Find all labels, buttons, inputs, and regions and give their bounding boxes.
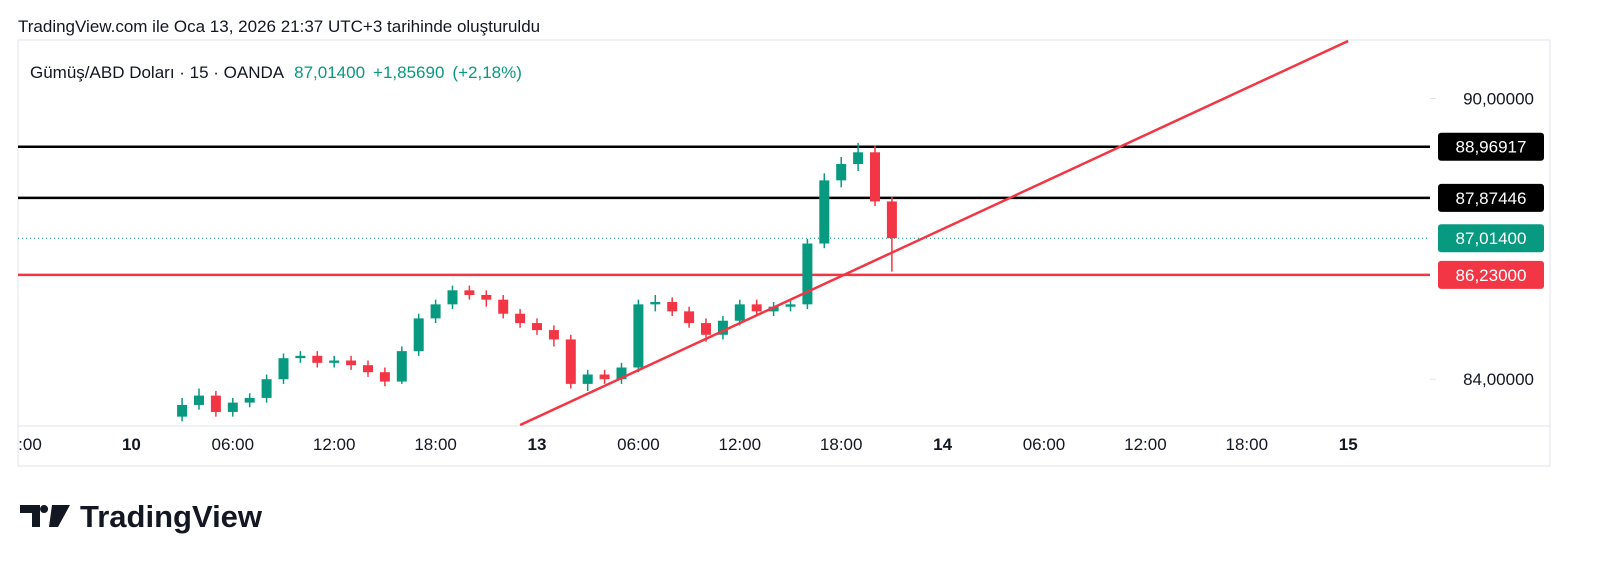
plot-area <box>18 40 1430 426</box>
candle-body <box>734 304 745 321</box>
candle-body <box>413 318 424 352</box>
x-tick-label: 18:00 <box>820 435 863 454</box>
price-tag-label: 86,23000 <box>1456 266 1527 285</box>
candle-body <box>227 402 238 412</box>
x-tick-label: 13 <box>528 435 547 454</box>
candle-body <box>548 330 559 340</box>
candle-body <box>363 365 373 373</box>
candle-body <box>633 304 644 368</box>
candle-body <box>886 201 897 239</box>
candle-body <box>515 313 526 324</box>
price-tag-label: 87,87446 <box>1456 189 1527 208</box>
candle-body <box>481 294 492 300</box>
price-tag-label: 88,96917 <box>1456 138 1527 157</box>
price-tag <box>1438 183 1544 212</box>
chart-frame <box>17 39 1551 467</box>
candle-body <box>210 395 221 412</box>
legend-change-pct: (+2,18%) <box>452 63 521 82</box>
legend-symbol: Gümüş/ABD Doları · 15 · OANDA <box>30 63 285 82</box>
candle-body <box>261 379 272 398</box>
candle-body <box>616 367 627 380</box>
candle-body <box>379 372 390 382</box>
candle-body <box>751 304 762 312</box>
candle-body <box>836 163 847 181</box>
price-tag <box>1438 132 1544 161</box>
candle-body <box>278 358 289 380</box>
candle-body <box>599 374 610 380</box>
y-tick-label: 84,00000 <box>1463 370 1534 389</box>
x-tick-label: 18:00 <box>414 435 457 454</box>
x-tick-label: 12:00 <box>1124 435 1167 454</box>
candle-body <box>650 302 661 305</box>
candle-body <box>717 320 728 335</box>
x-tick-label: 14 <box>933 435 952 454</box>
x-tick-label: :00 <box>18 435 42 454</box>
candle-body <box>447 290 458 305</box>
candle-body <box>870 152 880 202</box>
x-tick-label: 12:00 <box>313 435 356 454</box>
x-tick-label: 06:00 <box>617 435 660 454</box>
candle-body <box>701 323 711 335</box>
x-tick-label: 12:00 <box>719 435 762 454</box>
candle-body <box>498 299 509 314</box>
candle-body <box>194 395 204 405</box>
y-tick-label: 90,00000 <box>1463 89 1534 108</box>
candle-body <box>853 152 864 164</box>
candle-body <box>819 180 830 244</box>
candle-body <box>244 397 255 403</box>
trendline <box>519 40 1349 426</box>
price-tag <box>1438 224 1544 253</box>
price-tag-label: 87,01400 <box>1456 229 1527 248</box>
candle-body <box>464 290 475 295</box>
legend-price: 87,01400 <box>294 63 365 82</box>
candle-body <box>684 311 695 324</box>
x-tick-label: 06:00 <box>1023 435 1066 454</box>
logo-mark <box>20 505 70 527</box>
candle-body <box>396 351 407 382</box>
candle-body <box>295 355 306 359</box>
candle-body <box>346 360 357 366</box>
candle-body <box>768 306 779 312</box>
candle-body <box>430 304 441 319</box>
candle-body <box>667 302 678 312</box>
logo-text: TradingView <box>80 499 263 534</box>
caption: TradingView.com ile Oca 13, 2026 21:37 U… <box>18 17 540 36</box>
candle-body <box>582 374 593 384</box>
candle-body <box>532 323 542 331</box>
x-tick-label: 18:00 <box>1226 435 1269 454</box>
candle-body <box>565 339 576 384</box>
candle-body <box>785 304 796 307</box>
legend-change: +1,85690 <box>373 63 444 82</box>
candle-body <box>177 404 188 417</box>
x-tick-label: 10 <box>122 435 141 454</box>
x-tick-label: 06:00 <box>212 435 255 454</box>
candle-body <box>329 360 340 363</box>
x-tick-label: 15 <box>1339 435 1358 454</box>
candle-body <box>802 243 813 305</box>
candle-body <box>312 355 323 363</box>
price-tag <box>1438 260 1544 289</box>
legend: Gümüş/ABD Doları · 15 · OANDA 87,01400 +… <box>30 63 522 82</box>
footer-logo: TradingView <box>20 499 263 534</box>
